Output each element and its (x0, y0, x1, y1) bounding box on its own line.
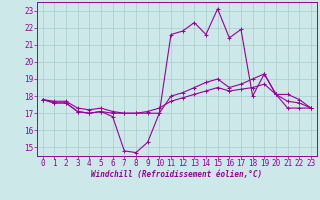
X-axis label: Windchill (Refroidissement éolien,°C): Windchill (Refroidissement éolien,°C) (91, 170, 262, 179)
